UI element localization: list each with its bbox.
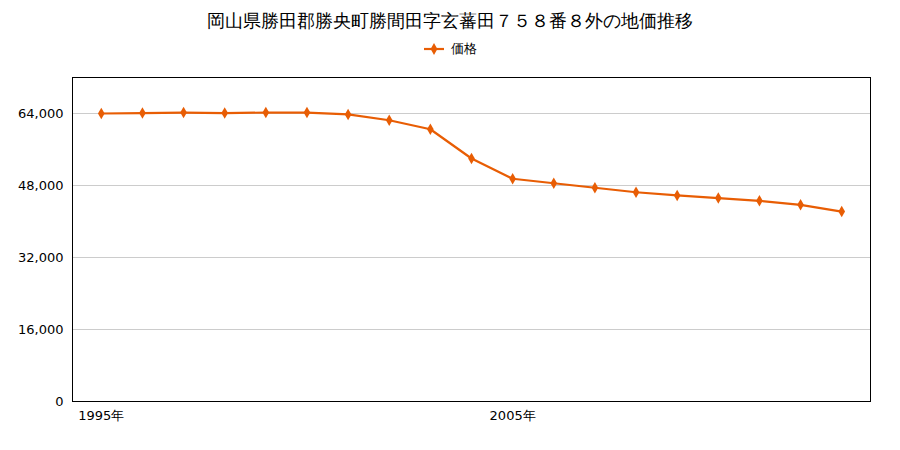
html-text:価格: 価格 bbox=[451, 41, 477, 56]
svg-text:2005年: 2005年 bbox=[490, 408, 536, 423]
svg-text:0: 0 bbox=[55, 394, 63, 409]
svg-text:64,000: 64,000 bbox=[18, 106, 64, 121]
svg-text:1995年: 1995年 bbox=[78, 408, 124, 423]
html-text:岡山県勝田郡勝央町勝間田字玄蕃田７５８番８外の地価推移: 岡山県勝田郡勝央町勝間田字玄蕃田７５８番８外の地価推移 bbox=[207, 10, 693, 31]
svg-text:48,000: 48,000 bbox=[18, 178, 64, 193]
svg-text:32,000: 32,000 bbox=[18, 250, 64, 265]
svg-text:16,000: 16,000 bbox=[18, 322, 64, 337]
